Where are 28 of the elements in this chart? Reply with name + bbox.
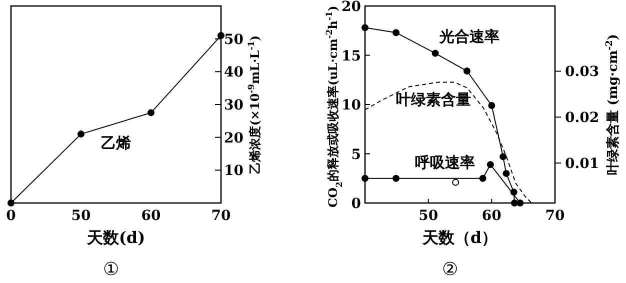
- y-tick-label: 10: [224, 163, 244, 180]
- y-tick-label: 50: [224, 32, 244, 48]
- series-label: 呼吸速率: [414, 154, 475, 172]
- series-label: 光合速率: [438, 27, 500, 46]
- x-tick-label: 50: [71, 208, 91, 224]
- text: ①: [103, 259, 119, 280]
- x-tick-label: 60: [141, 208, 161, 224]
- y-tick-label: 0: [351, 196, 362, 212]
- y-tick-label: 30: [224, 98, 244, 114]
- x-axis-title: 天数（d）: [421, 228, 498, 247]
- y-tick-label: 15: [342, 48, 361, 64]
- text: ②: [442, 259, 458, 280]
- y-tick-label: 40: [224, 64, 244, 81]
- x-tick-label: 60: [482, 208, 502, 224]
- y-tick-label: 20: [342, 0, 362, 15]
- x-tick-label: 0: [6, 208, 16, 224]
- y-tick-label: 20: [224, 130, 244, 146]
- y-tick-label: 10: [342, 98, 362, 114]
- y2-tick-label: 0.01: [565, 156, 600, 172]
- series-label: 乙烯: [101, 134, 131, 152]
- x-tick-label: 70: [545, 208, 565, 224]
- x-tick-label: 50: [418, 208, 438, 224]
- series-label: 叶绿素含量: [396, 90, 471, 108]
- y2-tick-label: 0.03: [565, 64, 600, 80]
- x-axis-title: 天数(d): [86, 228, 146, 247]
- y-tick-label: 5: [351, 146, 361, 163]
- y2-tick-label: 0.02: [565, 110, 600, 126]
- x-tick-label: 70: [211, 208, 231, 224]
